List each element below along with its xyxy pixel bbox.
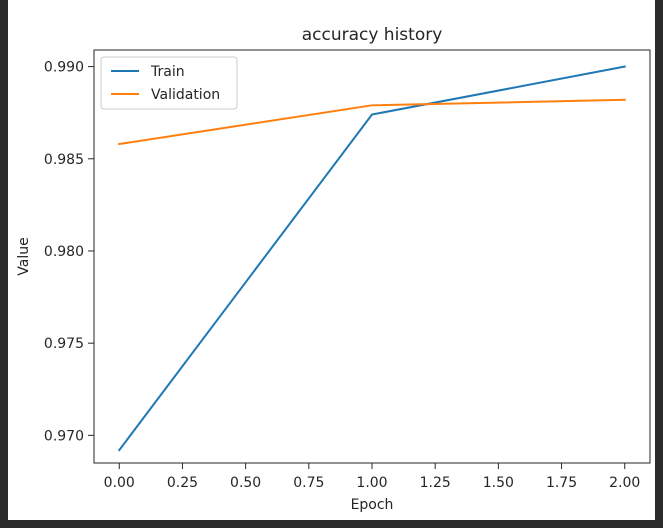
y-tick-label: 0.975 xyxy=(44,336,84,352)
series-layer xyxy=(117,65,626,452)
y-axis-label: Value xyxy=(16,237,32,275)
y-tick-label: 0.980 xyxy=(44,244,84,260)
x-tick-label: 0.50 xyxy=(230,475,261,491)
series-line-train xyxy=(117,65,626,452)
plot-area xyxy=(93,49,651,464)
x-axis: 0.00 0.25 0.50 0.75 1.00 1.25 1.50 1.75 2.00 xyxy=(104,463,640,491)
y-tick-label: 0.990 xyxy=(44,60,84,76)
x-tick-label: 0.25 xyxy=(167,475,198,491)
y-axis: 0.970 0.975 0.980 0.985 0.990 xyxy=(44,60,94,444)
legend-label-validation: Validation xyxy=(151,87,220,103)
x-tick-label: 2.00 xyxy=(609,475,640,491)
x-axis-label: Epoch xyxy=(351,497,394,513)
x-tick-label: 0.00 xyxy=(104,475,135,491)
y-tick-label: 0.985 xyxy=(44,152,84,168)
y-tick-label: 0.970 xyxy=(44,428,84,444)
chart-title: accuracy history xyxy=(302,25,443,45)
legend-label-train: Train xyxy=(150,64,185,80)
x-tick-label: 1.00 xyxy=(356,475,387,491)
x-tick-label: 1.75 xyxy=(546,475,577,491)
x-tick-label: 0.75 xyxy=(293,475,324,491)
legend: Train Validation xyxy=(100,56,238,110)
x-tick-label: 1.50 xyxy=(483,475,514,491)
x-tick-label: 1.25 xyxy=(420,475,451,491)
series-line-validation xyxy=(118,98,626,146)
